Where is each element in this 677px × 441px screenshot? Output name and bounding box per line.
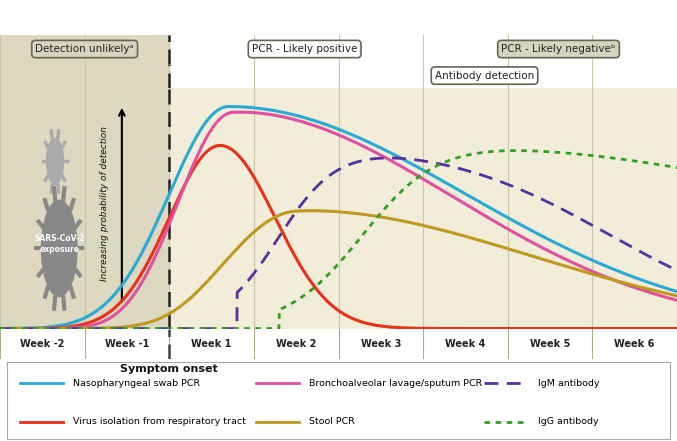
- Bar: [0, 35, 169, 64]
- Text: Nasopharyngeal swab PCR: Nasopharyngeal swab PCR: [73, 379, 200, 388]
- Text: Week -1: Week -1: [105, 340, 149, 349]
- Text: Bronchoalveolar lavage/sputum PCR: Bronchoalveolar lavage/sputum PCR: [309, 379, 482, 388]
- Text: SARS-CoV-2
exposure: SARS-CoV-2 exposure: [34, 234, 85, 254]
- Text: Antibody detection: Antibody detection: [435, 71, 534, 81]
- Bar: [0, 64, 169, 88]
- Text: PCR - Likely positive: PCR - Likely positive: [252, 44, 357, 54]
- Text: IgG antibody: IgG antibody: [538, 417, 598, 426]
- Text: Virus isolation from respiratory tract: Virus isolation from respiratory tract: [73, 417, 246, 426]
- Text: Week 1: Week 1: [192, 340, 232, 349]
- Text: Symptom onset: Symptom onset: [121, 364, 218, 374]
- Text: After symptom onset: After symptom onset: [353, 11, 493, 24]
- Bar: [0, 88, 169, 329]
- Text: IgM antibody: IgM antibody: [538, 379, 599, 388]
- Text: Before symptom onset: Before symptom onset: [9, 11, 160, 24]
- Text: Week 3: Week 3: [361, 340, 401, 349]
- Text: PCR - Likely negativeᵇ: PCR - Likely negativeᵇ: [502, 44, 615, 54]
- Text: Week 2: Week 2: [276, 340, 316, 349]
- Text: Week -2: Week -2: [20, 340, 64, 349]
- Text: Stool PCR: Stool PCR: [309, 417, 355, 426]
- Circle shape: [47, 138, 64, 184]
- Circle shape: [41, 200, 77, 296]
- Text: Week 6: Week 6: [615, 340, 655, 349]
- Text: Week 5: Week 5: [530, 340, 570, 349]
- Text: Week 4: Week 4: [445, 340, 485, 349]
- Text: Detection unlikelyᵃ: Detection unlikelyᵃ: [35, 44, 134, 54]
- Text: Increasing probability of detection: Increasing probability of detection: [100, 126, 110, 281]
